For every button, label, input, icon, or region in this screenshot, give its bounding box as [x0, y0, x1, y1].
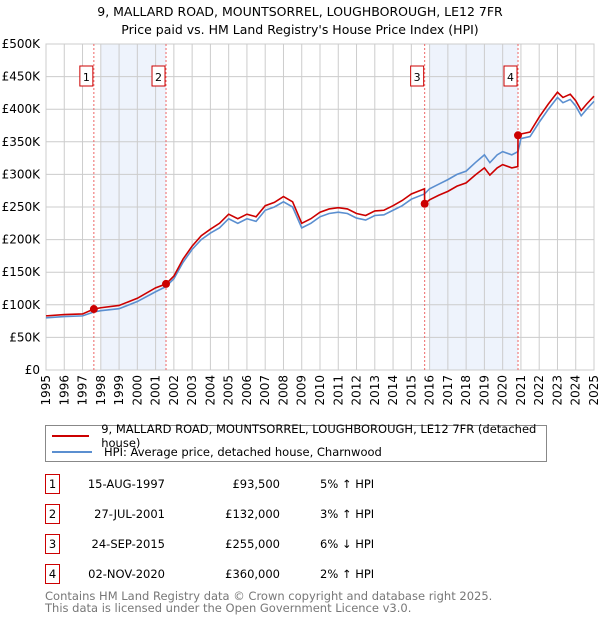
y-tick-label: £150K — [2, 265, 42, 279]
y-tick-label: £200K — [2, 233, 42, 247]
x-tick-label: 2024 — [569, 375, 583, 406]
sale-hpi-diff: 6% ↓ HPI — [320, 537, 375, 551]
sale-marker-box — [79, 65, 94, 87]
x-tick-label: 1997 — [76, 375, 90, 406]
sale-date: 02-NOV-2020 — [88, 567, 165, 581]
x-tick-label: 2005 — [222, 375, 236, 406]
sale-marker-label: 1 — [83, 71, 90, 84]
y-tick-label: £500K — [2, 37, 42, 51]
y-tick-label: £300K — [2, 167, 42, 181]
x-tick-label: 2025 — [587, 375, 600, 406]
legend-item-hpi: HPI: Average price, detached house, Char… — [46, 444, 382, 460]
x-tick-label: 2014 — [386, 375, 400, 406]
x-tick-label: 2008 — [276, 375, 290, 406]
legend-item-property: 9, MALLARD ROAD, MOUNTSORREL, LOUGHBOROU… — [46, 422, 546, 450]
legend-label-hpi: HPI: Average price, detached house, Char… — [104, 445, 382, 459]
sale-number: 4 — [45, 564, 60, 584]
sale-row: 4 02-NOV-2020 £360,000 2% ↑ HPI — [45, 564, 545, 584]
x-tick-label: 2002 — [167, 375, 181, 406]
x-tick-label: 2017 — [441, 375, 455, 406]
legend: 9, MALLARD ROAD, MOUNTSORREL, LOUGHBOROU… — [45, 422, 547, 462]
chart-subtitle: Price paid vs. HM Land Registry's House … — [121, 22, 479, 37]
x-tick-label: 2022 — [532, 375, 546, 406]
blue-line-swatch — [52, 451, 92, 453]
sale-point — [514, 131, 523, 140]
x-tick-label: 2021 — [514, 375, 528, 406]
hpi-line — [45, 96, 595, 319]
plot-frame — [45, 43, 595, 371]
x-tick-label: 1995 — [39, 375, 53, 406]
x-tick-label: 1998 — [94, 375, 108, 406]
sale-point — [420, 199, 429, 208]
x-tick-label: 2015 — [404, 375, 418, 406]
sale-number: 2 — [45, 504, 60, 524]
x-tick-label: 2023 — [550, 375, 564, 406]
footer-licence: This data is licensed under the Open Gov… — [45, 601, 412, 615]
sale-row: 3 24-SEP-2015 £255,000 6% ↓ HPI — [45, 534, 545, 554]
sale-marker-label: 3 — [414, 71, 421, 84]
sale-marker-box — [503, 65, 518, 87]
x-tick-label: 2010 — [313, 375, 327, 406]
x-tick-label: 2009 — [295, 375, 309, 406]
y-tick-label: £0 — [25, 363, 40, 377]
sale-number: 3 — [45, 534, 60, 554]
y-tick-label: £450K — [2, 70, 42, 84]
legend-label-property: 9, MALLARD ROAD, MOUNTSORREL, LOUGHBOROU… — [101, 422, 537, 450]
sale-hpi-diff: 5% ↑ HPI — [320, 477, 375, 491]
x-tick-label: 2007 — [258, 375, 272, 406]
sale-point — [89, 305, 98, 314]
y-tick-label: £400K — [2, 102, 42, 116]
x-tick-label: 2012 — [350, 375, 364, 406]
sale-marker-box — [410, 65, 425, 87]
x-tick-label: 2003 — [185, 375, 199, 406]
sale-price: £93,500 — [232, 477, 280, 491]
red-line-swatch — [52, 435, 90, 437]
x-tick-label: 1999 — [112, 375, 126, 406]
sale-price: £255,000 — [225, 537, 280, 551]
x-tick-label: 2000 — [130, 375, 144, 406]
sale-row: 1 15-AUG-1997 £93,500 5% ↑ HPI — [45, 474, 545, 494]
sale-price: £132,000 — [225, 507, 280, 521]
sale-point — [162, 279, 171, 288]
sale-marker-label: 4 — [507, 71, 514, 84]
sale-date: 15-AUG-1997 — [87, 477, 165, 491]
x-tick-label: 2019 — [477, 375, 491, 406]
chart-title: 9, MALLARD ROAD, MOUNTSORREL, LOUGHBOROU… — [97, 4, 503, 19]
y-tick-label: £350K — [2, 135, 42, 149]
footer-copyright: Contains HM Land Registry data © Crown c… — [45, 589, 493, 603]
sale-row: 2 27-JUL-2001 £132,000 3% ↑ HPI — [45, 504, 545, 524]
sale-date: 24-SEP-2015 — [91, 537, 165, 551]
x-tick-label: 2013 — [368, 375, 382, 406]
x-tick-label: 1996 — [57, 375, 71, 406]
y-tick-label: £250K — [2, 200, 42, 214]
sale-marker-box — [151, 65, 166, 87]
x-tick-label: 2018 — [459, 375, 473, 406]
x-tick-label: 2011 — [331, 375, 345, 406]
y-tick-label: £50K — [9, 330, 41, 344]
sale-date: 27-JUL-2001 — [94, 507, 165, 521]
x-tick-label: 2006 — [240, 375, 254, 406]
sale-price: £360,000 — [225, 567, 280, 581]
x-tick-label: 2001 — [149, 375, 163, 406]
sale-marker-label: 2 — [155, 71, 162, 84]
x-tick-label: 2016 — [423, 375, 437, 406]
sale-hpi-diff: 3% ↑ HPI — [320, 507, 375, 521]
x-tick-label: 2004 — [203, 375, 217, 406]
x-tick-label: 2020 — [496, 375, 510, 406]
sale-number: 1 — [45, 474, 60, 494]
sale-hpi-diff: 2% ↑ HPI — [320, 567, 375, 581]
y-tick-label: £100K — [2, 298, 42, 312]
price-chart: £0 £50K £100K £150K £200K £250K £300K £350K £400… — [2, 37, 600, 406]
